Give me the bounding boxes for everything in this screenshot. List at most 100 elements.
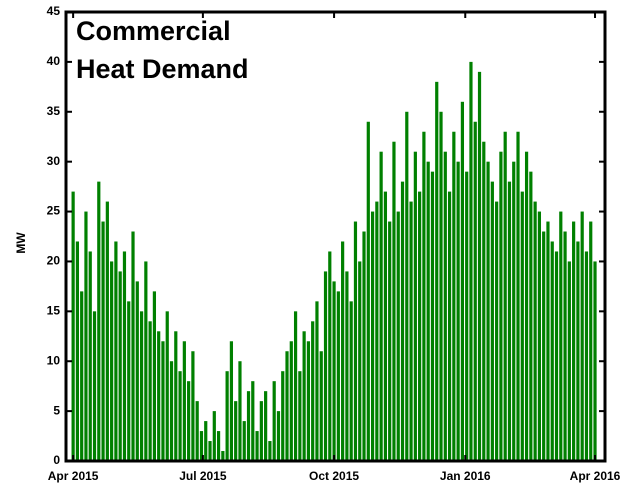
bar <box>255 431 259 461</box>
bar <box>439 111 443 462</box>
bar <box>409 201 413 462</box>
bar <box>589 221 593 461</box>
bar <box>486 161 490 461</box>
bar <box>97 181 101 461</box>
bar <box>328 251 332 461</box>
y-tick-label: 30 <box>47 154 61 168</box>
x-tick-label: Apr 2016 <box>570 469 621 483</box>
bar <box>341 241 345 461</box>
bar <box>114 241 118 461</box>
bar <box>580 211 584 461</box>
bar <box>144 261 148 461</box>
bar <box>110 261 114 461</box>
bar <box>477 71 482 461</box>
bar <box>165 311 169 461</box>
bar <box>92 311 97 461</box>
bar <box>546 221 550 461</box>
bar <box>392 141 396 461</box>
bar <box>195 401 199 461</box>
bar <box>187 381 191 461</box>
y-tick-label: 20 <box>47 254 61 268</box>
bar <box>469 61 473 462</box>
bar <box>281 371 285 461</box>
bar <box>234 401 238 461</box>
bar <box>302 331 306 461</box>
bar <box>221 451 225 461</box>
x-tick-label: Jul 2015 <box>179 469 227 483</box>
bar <box>319 351 323 461</box>
bar <box>550 241 554 461</box>
chart-title: Commercial <box>76 16 231 46</box>
bar <box>131 231 135 461</box>
bar <box>105 201 109 462</box>
bar <box>161 341 165 461</box>
bar <box>567 261 571 461</box>
bar <box>537 211 542 461</box>
bar <box>529 171 533 461</box>
bar <box>289 341 293 461</box>
bar <box>336 291 340 461</box>
y-tick-label: 15 <box>47 304 61 318</box>
bar <box>490 181 494 461</box>
bar <box>264 391 268 461</box>
bar <box>268 441 272 461</box>
bar <box>447 191 452 461</box>
bar <box>456 161 460 461</box>
bar <box>383 191 388 461</box>
bar <box>524 151 529 461</box>
y-tick-label: 25 <box>47 204 61 218</box>
bar <box>272 381 276 461</box>
bar <box>482 141 486 461</box>
bar <box>379 151 383 461</box>
bar <box>495 201 499 462</box>
bar <box>358 261 362 461</box>
bar <box>593 261 597 461</box>
chart-title: Heat Demand <box>76 54 249 84</box>
bar <box>75 241 80 461</box>
bar <box>460 101 465 462</box>
bar <box>212 411 216 461</box>
bar <box>315 301 319 461</box>
bar <box>208 441 212 461</box>
bar <box>507 181 512 461</box>
bar <box>375 201 379 462</box>
bar <box>554 251 559 461</box>
bar <box>405 111 409 462</box>
y-tick-label: 10 <box>47 353 61 367</box>
bar <box>473 121 477 461</box>
bar <box>88 251 92 461</box>
bar <box>426 161 430 461</box>
bar <box>229 341 234 461</box>
bar <box>443 151 447 461</box>
bar <box>418 191 422 461</box>
bar <box>520 191 524 461</box>
bar <box>516 131 520 461</box>
x-tick-label: Oct 2015 <box>309 469 359 483</box>
bar <box>157 331 161 461</box>
bar <box>572 221 576 461</box>
bar <box>285 351 289 461</box>
y-axis-label: MW <box>14 232 28 254</box>
x-tick-label: Apr 2015 <box>48 469 99 483</box>
bar <box>311 321 315 461</box>
bar <box>332 281 336 461</box>
bar <box>204 421 208 461</box>
bar <box>323 271 328 461</box>
bar <box>148 321 152 461</box>
bar <box>139 311 144 461</box>
bar <box>563 231 567 461</box>
bar <box>238 361 242 461</box>
bar <box>174 331 178 461</box>
bar <box>422 131 426 461</box>
bar <box>135 281 139 461</box>
bar <box>127 301 131 461</box>
bar <box>362 231 366 461</box>
bar <box>293 311 298 461</box>
y-tick-label: 35 <box>47 104 61 118</box>
bar <box>191 351 195 461</box>
bar <box>251 381 255 461</box>
bar <box>349 301 353 461</box>
bar <box>306 341 311 461</box>
bar <box>396 211 400 461</box>
bar <box>465 171 469 461</box>
